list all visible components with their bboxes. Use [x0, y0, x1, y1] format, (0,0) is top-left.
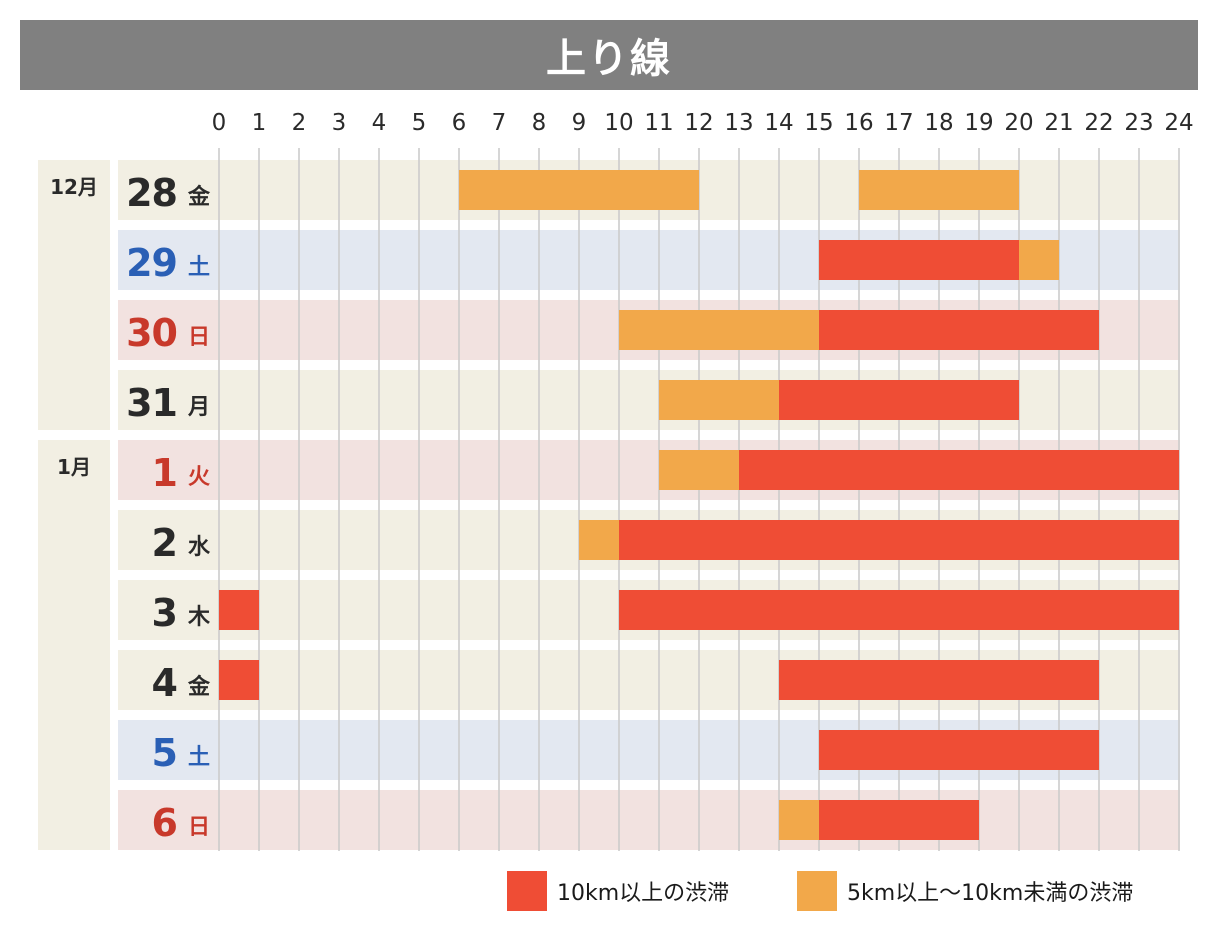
bar-8-0	[819, 730, 1099, 770]
row-day-label-3: 31	[126, 381, 177, 425]
x-tick-label-19: 19	[964, 110, 993, 136]
x-tick-label-4: 4	[372, 110, 387, 136]
legend-heavy-label: 10km以上の渋滞	[557, 881, 730, 906]
bar-0-1	[859, 170, 1019, 210]
x-tick-label-18: 18	[924, 110, 953, 136]
x-tick-label-21: 21	[1044, 110, 1073, 136]
x-tick-label-9: 9	[572, 110, 587, 136]
legend-light: 5km以上〜10km未満の渋滞	[797, 871, 1133, 911]
row-weekday-label-5: 水	[188, 535, 211, 560]
bar-2-1	[819, 310, 1099, 350]
row-background-3	[118, 370, 1180, 430]
row-weekday-label-1: 土	[188, 255, 210, 280]
row-weekday-label-4: 火	[188, 465, 210, 490]
bar-1-0	[819, 240, 1019, 280]
row-weekday-label-7: 金	[187, 674, 211, 700]
bar-5-0	[579, 520, 619, 560]
bar-6-1	[619, 590, 1179, 630]
row-day-label-6: 3	[152, 591, 177, 635]
row-day-label-4: 1	[152, 451, 177, 495]
bar-6-0	[219, 590, 259, 630]
bar-9-0	[779, 800, 819, 840]
x-tick-label-10: 10	[604, 110, 633, 136]
x-tick-label-12: 12	[684, 110, 713, 136]
row-day-label-8: 5	[152, 731, 177, 775]
row-day-label-0: 28	[126, 171, 177, 215]
bar-1-1	[1019, 240, 1059, 280]
row-weekday-label-0: 金	[187, 184, 211, 210]
row-background-9	[118, 790, 1180, 850]
legend-heavy: 10km以上の渋滞	[507, 871, 729, 911]
bar-2-0	[619, 310, 819, 350]
month-label-1: 1月	[57, 455, 91, 479]
x-tick-label-5: 5	[412, 110, 427, 136]
x-tick-label-22: 22	[1084, 110, 1113, 136]
x-tick-label-14: 14	[764, 110, 793, 136]
row-weekday-label-3: 月	[187, 395, 210, 420]
bar-3-0	[659, 380, 779, 420]
legend-light-label: 5km以上〜10km未満の渋滞	[847, 881, 1134, 906]
bar-4-1	[739, 450, 1179, 490]
row-weekday-label-8: 土	[188, 745, 210, 770]
bar-7-1	[779, 660, 1099, 700]
x-tick-label-7: 7	[492, 110, 507, 136]
x-tick-label-17: 17	[884, 110, 913, 136]
legend-heavy-swatch	[507, 871, 547, 911]
x-tick-label-3: 3	[332, 110, 347, 136]
x-tick-label-2: 2	[292, 110, 307, 136]
bar-9-1	[819, 800, 979, 840]
legend-light-swatch	[797, 871, 837, 911]
x-tick-label-13: 13	[724, 110, 753, 136]
row-day-label-7: 4	[152, 661, 177, 705]
x-tick-label-15: 15	[804, 110, 833, 136]
x-tick-label-11: 11	[644, 110, 673, 136]
bar-7-0	[219, 660, 259, 700]
row-day-label-9: 6	[152, 801, 177, 845]
bar-4-0	[659, 450, 739, 490]
month-band-0	[38, 160, 110, 430]
x-tick-label-23: 23	[1124, 110, 1153, 136]
x-tick-label-0: 0	[212, 110, 227, 136]
bar-5-1	[619, 520, 1179, 560]
month-label-0: 12月	[50, 175, 98, 199]
bar-0-0	[459, 170, 699, 210]
row-day-label-5: 2	[152, 521, 177, 565]
x-tick-label-16: 16	[844, 110, 873, 136]
row-weekday-label-2: 日	[188, 325, 210, 350]
row-day-label-2: 30	[126, 311, 177, 355]
chart-title: 上り線	[20, 20, 1198, 90]
row-weekday-label-6: 木	[187, 605, 211, 630]
x-tick-label-1: 1	[252, 110, 267, 136]
x-tick-label-6: 6	[452, 110, 467, 136]
x-tick-label-8: 8	[532, 110, 547, 136]
month-band-1	[38, 440, 110, 850]
row-weekday-label-9: 日	[188, 815, 210, 840]
x-tick-label-20: 20	[1004, 110, 1033, 136]
bar-3-1	[779, 380, 1019, 420]
row-day-label-1: 29	[126, 241, 177, 285]
x-tick-label-24: 24	[1164, 110, 1193, 136]
